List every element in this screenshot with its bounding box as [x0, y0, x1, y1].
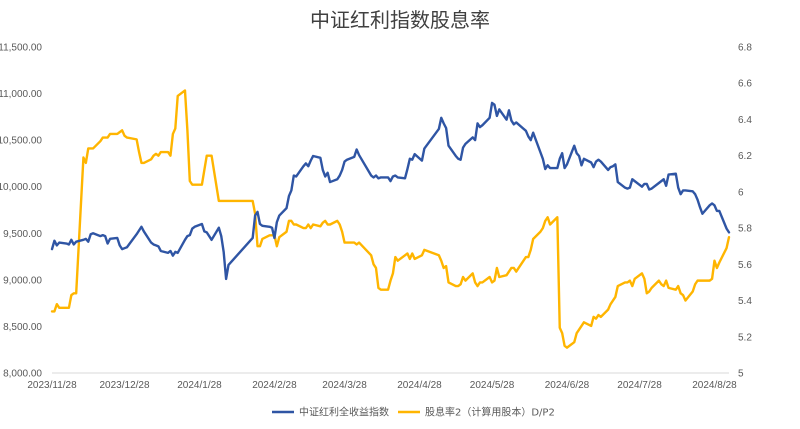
yield-series-line — [50, 89, 731, 349]
left-tick-label: 8,500.00 — [3, 322, 42, 333]
x-tick-label: 2024/3/28 — [322, 380, 367, 391]
right-tick-label: 5 — [738, 369, 744, 380]
legend-label: 股息率2（计算用股本）D/P2 — [425, 406, 555, 419]
left-axis-ticks: 8,000.00 8,500.00 9,000.00 9,500.00 10,000.0… — [0, 43, 42, 380]
legend: 中证红利全收益指数 股息率2（计算用股本）D/P2 — [272, 406, 555, 419]
right-tick-label: 6.4 — [738, 115, 752, 126]
right-tick-label: 5.4 — [738, 296, 752, 307]
index-series-line — [50, 101, 731, 281]
left-tick-label: 11,500.00 — [0, 43, 42, 54]
left-tick-label: 10,000.00 — [0, 182, 42, 193]
right-axis-ticks: 5 5.2 5.4 5.6 5.8 6 6.2 6.4 6.6 6.8 — [738, 43, 752, 380]
right-tick-label: 6.6 — [738, 79, 752, 90]
x-tick-label: 2024/4/28 — [397, 380, 442, 391]
right-tick-label: 6.8 — [738, 43, 752, 54]
x-tick-label: 2024/1/28 — [177, 380, 222, 391]
x-tick-label: 2024/7/28 — [617, 380, 662, 391]
x-tick-label: 2023/12/28 — [100, 380, 150, 391]
right-tick-label: 5.6 — [738, 260, 752, 271]
left-tick-label: 10,500.00 — [0, 136, 42, 147]
series-group — [50, 89, 731, 349]
x-tick-label: 2024/5/28 — [470, 380, 515, 391]
legend-item-index: 中证红利全收益指数 — [272, 406, 389, 419]
legend-item-yield: 股息率2（计算用股本）D/P2 — [398, 406, 555, 419]
left-tick-label: 8,000.00 — [3, 369, 42, 380]
legend-label: 中证红利全收益指数 — [299, 406, 389, 419]
x-tick-label: 2024/2/28 — [252, 380, 297, 391]
left-tick-label: 11,000.00 — [0, 89, 42, 100]
x-tick-label: 2024/8/28 — [692, 380, 737, 391]
x-axis-ticks: 2023/11/28 2023/12/28 2024/1/28 2024/2/28 20… — [27, 380, 737, 391]
x-tick-label: 2024/6/28 — [545, 380, 590, 391]
chart-title: 中证红利指数股息率 — [310, 8, 490, 32]
left-tick-label: 9,500.00 — [3, 229, 42, 240]
left-tick-label: 9,000.00 — [3, 275, 42, 286]
right-tick-label: 6.2 — [738, 151, 752, 162]
right-tick-label: 6 — [738, 187, 744, 198]
x-tick-label: 2023/11/28 — [27, 380, 77, 391]
right-tick-label: 5.8 — [738, 224, 752, 235]
right-tick-label: 5.2 — [738, 332, 752, 343]
